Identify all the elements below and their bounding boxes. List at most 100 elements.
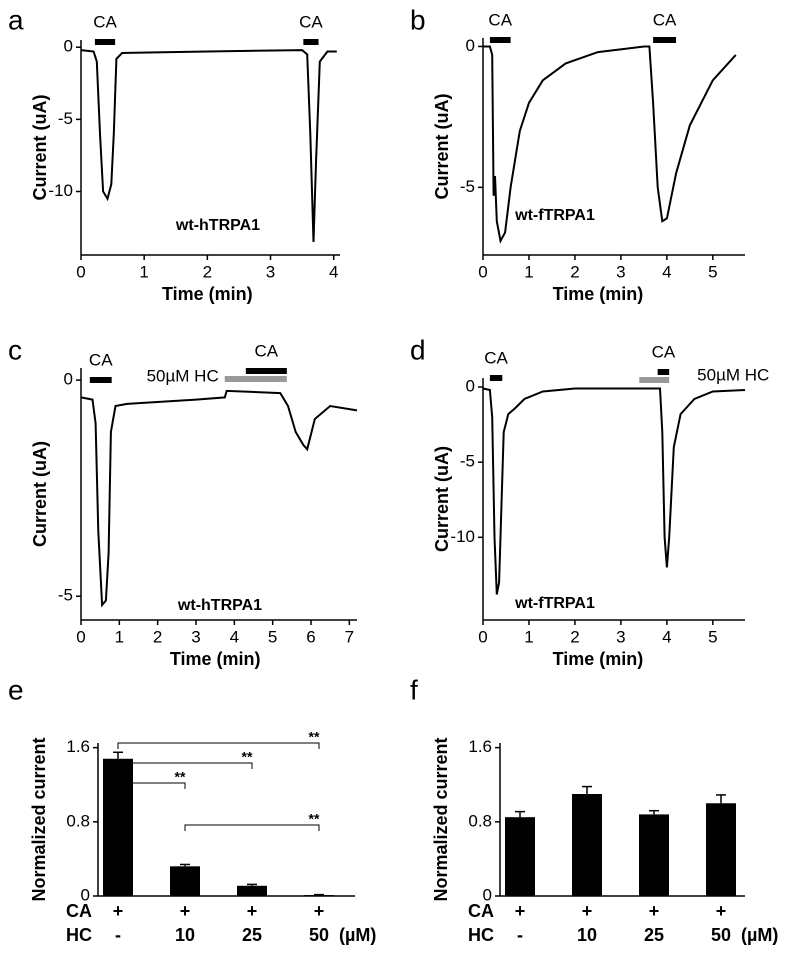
drug-label: CA: [653, 10, 677, 29]
panel-letter: e: [8, 674, 24, 705]
trace-label: wt-fTRPA1: [514, 595, 595, 612]
drug-bar: [224, 376, 287, 382]
drug-bar: [89, 377, 112, 383]
significance-label: **: [175, 769, 186, 785]
x-tick-label: 5: [268, 627, 277, 646]
unit-label: (µM): [741, 925, 778, 945]
row-label: HC: [468, 925, 494, 945]
panel-letter: c: [8, 334, 22, 365]
ca-sign: +: [314, 901, 325, 921]
x-tick-label: 3: [191, 627, 200, 646]
hc-dose: 50: [711, 925, 731, 945]
drug-bar: [303, 39, 319, 45]
y-tick-label: -5: [58, 109, 73, 128]
x-tick-label: 0: [478, 262, 487, 281]
y-tick-label: -5: [58, 586, 73, 605]
y-axis-title: Current (uA): [30, 441, 50, 547]
current-trace: [483, 45, 737, 244]
x-axis-title: Time (min): [553, 284, 644, 304]
hc-dose: 25: [242, 925, 262, 945]
drug-label: CA: [652, 342, 676, 361]
drug-label: CA: [93, 12, 117, 31]
trace-label: wt-hTRPA1: [175, 217, 260, 234]
hc-dose: -: [115, 925, 121, 945]
bar: [505, 817, 535, 896]
y-tick-label: 0: [466, 36, 475, 55]
y-axis-title: Current (uA): [432, 446, 452, 552]
bar: [706, 803, 736, 896]
bar: [237, 885, 267, 896]
trace-label: wt-fTRPA1: [514, 207, 595, 224]
x-tick-label: 4: [230, 627, 239, 646]
y-tick-label: 0: [64, 37, 73, 56]
drug-label: CA: [255, 341, 279, 360]
bar: [103, 758, 133, 896]
ca-sign: +: [649, 901, 660, 921]
x-axis-title: Time (min): [553, 649, 644, 669]
ca-sign: +: [113, 901, 124, 921]
trace-label: wt-hTRPA1: [177, 597, 262, 614]
x-tick-label: 2: [570, 627, 579, 646]
y-tick-label: 0: [466, 377, 475, 396]
y-tick-label: 0.8: [468, 811, 492, 830]
y-tick-label: -5: [460, 452, 475, 471]
panel-letter: d: [410, 334, 426, 365]
hc-dose: 50: [309, 925, 329, 945]
ca-sign: +: [582, 901, 593, 921]
drug-bar: [489, 37, 511, 43]
bar: [639, 814, 669, 896]
current-trace: [80, 389, 358, 608]
panel-letter: b: [410, 4, 426, 35]
row-label: CA: [66, 901, 92, 921]
x-tick-label: 1: [115, 627, 124, 646]
x-tick-label: 4: [662, 627, 671, 646]
y-axis-title: Normalized current: [431, 737, 451, 901]
hc-dose: 25: [644, 925, 664, 945]
y-tick-label: 0: [483, 885, 492, 904]
x-tick-label: 1: [139, 262, 148, 281]
significance-label: **: [309, 729, 320, 745]
hc-dose: 10: [577, 925, 597, 945]
hc-dose: -: [517, 925, 523, 945]
x-tick-label: 3: [266, 262, 275, 281]
x-tick-label: 4: [329, 262, 338, 281]
bar: [170, 866, 200, 896]
significance-bracket: [117, 782, 186, 789]
x-tick-label: 5: [708, 627, 717, 646]
y-tick-label: 0: [64, 370, 73, 389]
y-tick-label: -10: [48, 181, 73, 200]
x-tick-label: 3: [616, 262, 625, 281]
x-tick-label: 1: [524, 262, 533, 281]
ca-sign: +: [247, 901, 258, 921]
x-tick-label: 1: [524, 627, 533, 646]
x-tick-label: 5: [708, 262, 717, 281]
drug-label: CA: [89, 350, 113, 369]
y-axis-title: Current (uA): [432, 94, 452, 200]
bar: [572, 794, 602, 896]
x-tick-label: 2: [203, 262, 212, 281]
x-tick-label: 0: [76, 627, 85, 646]
significance-bracket: [117, 742, 320, 749]
x-tick-label: 7: [345, 627, 354, 646]
ca-sign: +: [180, 901, 191, 921]
significance-label: **: [309, 811, 320, 827]
panel-letter: a: [8, 4, 24, 35]
current-trace: [482, 387, 746, 595]
panel-letter: f: [410, 674, 418, 705]
x-tick-label: 4: [662, 262, 671, 281]
drug-label: CA: [299, 12, 323, 31]
significance-bracket: [117, 762, 253, 769]
row-label: CA: [468, 901, 494, 921]
drug-label: 50µM HC: [697, 365, 769, 384]
drug-bar: [657, 369, 670, 375]
x-tick-label: 2: [153, 627, 162, 646]
x-tick-label: 0: [76, 262, 85, 281]
drug-bar: [245, 368, 287, 374]
current-trace: [80, 49, 337, 243]
drug-bar: [639, 377, 670, 383]
drug-bar: [94, 39, 116, 45]
y-axis-title: Normalized current: [29, 737, 49, 901]
drug-label: CA: [484, 348, 508, 367]
significance-label: **: [242, 749, 253, 765]
